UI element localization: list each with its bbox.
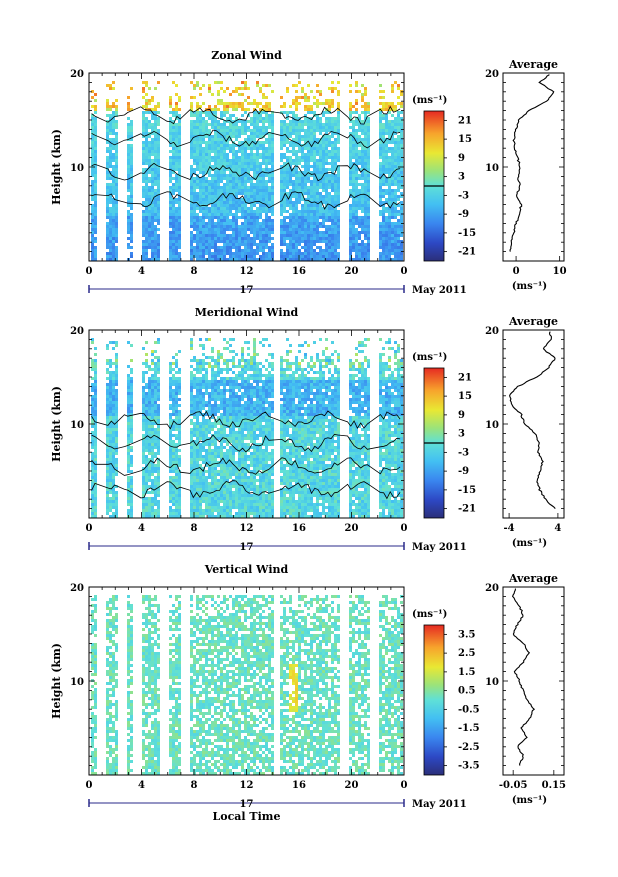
profile-y-tick-label: 10: [485, 163, 499, 174]
panel-3: Vertical Wind 0 4 8 12 16 20 0 20 10 Height (km) 17…: [50, 563, 566, 823]
panel-title: Vertical Wind: [204, 563, 289, 576]
x-tick-label: 0: [401, 266, 408, 277]
x-tick-label: 20: [345, 266, 359, 277]
colorbar-tick-label: 2.5: [458, 648, 475, 659]
colorbar-tick-label: 3: [458, 172, 465, 183]
x-tick-label: 16: [292, 523, 306, 534]
colorbar-tick-label: 15: [458, 391, 472, 402]
y-axis-label: Height (km): [50, 643, 63, 719]
profile-y-tick-label: 20: [485, 326, 499, 337]
y-tick-label: 10: [70, 677, 84, 688]
x-tick-label: 4: [138, 780, 145, 791]
colorbar-tick-label: -0.5: [458, 704, 480, 715]
profile-x-tick-label: 10: [553, 266, 567, 277]
x-tick-label: 0: [401, 780, 408, 791]
profile-y-tick-label: 10: [485, 420, 499, 431]
colorbar-tick-label: 21: [458, 372, 472, 383]
profile-title: Average: [508, 315, 558, 328]
colorbar-tick-label: -3: [458, 190, 469, 201]
x-tick-label: 8: [191, 523, 198, 534]
x-tick-label: 12: [240, 780, 254, 791]
x-tick-label: 8: [191, 266, 198, 277]
profile-title: Average: [508, 572, 558, 585]
x-tick-label: 20: [345, 523, 359, 534]
profile-y-tick-label: 20: [485, 69, 499, 80]
colorbar-tick-label: -1.5: [458, 723, 480, 734]
profile-frame: [503, 587, 564, 775]
colorbar-tick-label: 1.5: [458, 667, 475, 678]
colorbar-tick-label: -9: [458, 466, 469, 477]
x-tick-label: 8: [191, 780, 198, 791]
x-tick-label: 0: [86, 266, 93, 277]
x-tick-label: 16: [292, 780, 306, 791]
x-tick-label: 20: [345, 780, 359, 791]
heatmap-cells: [91, 338, 403, 518]
panel-title: Meridional Wind: [195, 306, 299, 319]
profile-unit-label: (ms⁻¹): [512, 538, 547, 549]
panel-title: Zonal Wind: [211, 49, 282, 62]
profile-unit-label: (ms⁻¹): [512, 281, 547, 292]
profile-line: [510, 332, 556, 509]
x-tick-label: 4: [138, 523, 145, 534]
profile-line: [513, 589, 535, 766]
profile-y-tick-label: 10: [485, 677, 499, 688]
date-label: 17: [240, 542, 254, 553]
heatmap-cells: [91, 595, 403, 775]
y-tick-label: 10: [70, 420, 84, 431]
colorbar-tick-label: -15: [458, 485, 476, 496]
colorbar-tick-label: 9: [458, 153, 465, 164]
profile-x-tick-label: 0.15: [542, 780, 566, 791]
colorbar-tick-label: -2.5: [458, 742, 480, 753]
colorbar-tick-label: -21: [458, 247, 476, 258]
panel-2: Meridional Wind 0 4 8 12 16 20 0 20 10 Height (km)…: [50, 306, 564, 553]
profile-frame: [503, 73, 564, 261]
panel-1: Zonal Wind 0 4 8 12 16 20 0 20 10 Height (km) 17 May…: [50, 49, 567, 296]
profile-unit-label: (ms⁻¹): [512, 795, 547, 806]
colorbar-tick-label: 15: [458, 134, 472, 145]
month-label: May 2011: [412, 799, 467, 810]
y-tick-label: 20: [70, 69, 84, 80]
colorbar-tick-label: -9: [458, 209, 469, 220]
colorbar: [424, 625, 444, 775]
x-tick-label: 0: [86, 780, 93, 791]
x-tick-label: 0: [86, 523, 93, 534]
colorbar-tick-label: 0.5: [458, 686, 475, 697]
colorbar-tick-label: 3: [458, 429, 465, 440]
x-tick-label: 4: [138, 266, 145, 277]
y-tick-label: 10: [70, 163, 84, 174]
y-tick-label: 20: [70, 326, 84, 337]
x-tick-label: 0: [401, 523, 408, 534]
x-tick-label: 16: [292, 266, 306, 277]
date-label: 17: [240, 285, 254, 296]
x-axis-label: Local Time: [213, 810, 281, 823]
colorbar-unit-label: (ms⁻¹): [412, 609, 447, 620]
colorbar-tick-label: -21: [458, 504, 476, 515]
profile-x-tick-label: -0.05: [499, 780, 528, 791]
colorbar-tick-label: -3: [458, 447, 469, 458]
profile-x-tick-label: 0: [513, 266, 520, 277]
colorbar-unit-label: (ms⁻¹): [412, 95, 447, 106]
month-label: May 2011: [412, 285, 467, 296]
colorbar-tick-label: 3.5: [458, 629, 475, 640]
colorbar-tick-label: -3.5: [458, 761, 480, 772]
colorbar-tick-label: 9: [458, 410, 465, 421]
colorbar-unit-label: (ms⁻¹): [412, 352, 447, 363]
colorbar-tick-label: -15: [458, 228, 476, 239]
profile-x-tick-label: 4: [554, 523, 561, 534]
profile-line: [510, 75, 554, 252]
x-tick-label: 12: [240, 523, 254, 534]
x-tick-label: 12: [240, 266, 254, 277]
y-tick-label: 20: [70, 583, 84, 594]
date-label: 17: [240, 799, 254, 810]
colorbar-tick-label: 21: [458, 115, 472, 126]
profile-y-tick-label: 20: [485, 583, 499, 594]
y-axis-label: Height (km): [50, 386, 63, 462]
profile-title: Average: [508, 58, 558, 71]
month-label: May 2011: [412, 542, 467, 553]
y-axis-label: Height (km): [50, 129, 63, 205]
profile-x-tick-label: -4: [504, 523, 515, 534]
